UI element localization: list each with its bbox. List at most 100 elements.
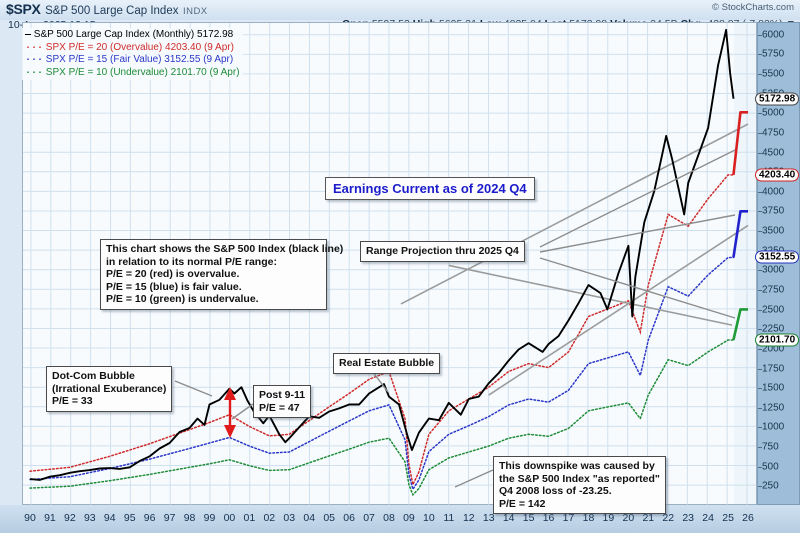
series-legend: — S&P 500 Large Cap Index (Monthly) 5172… bbox=[22, 28, 243, 81]
price-tick-label: 500 bbox=[762, 461, 779, 473]
price-tick-label: 5000 bbox=[762, 107, 785, 119]
legend-item-spx: — S&P 500 Large Cap Index (Monthly) 5172… bbox=[25, 29, 240, 42]
annotation-dotcom-bubble: Dot-Com Bubble (Irrational Exuberance) P… bbox=[46, 366, 173, 412]
price-flag-2: 3152.55 bbox=[755, 250, 800, 264]
price-tick bbox=[758, 407, 762, 409]
annotation-earnings-current: Earnings Current as of 2024 Q4 bbox=[325, 177, 535, 200]
legend-marker-pe10: ··· bbox=[25, 67, 44, 79]
date-tick-label: 20 bbox=[622, 512, 635, 524]
price-tick bbox=[758, 54, 762, 56]
date-tick-label: 93 bbox=[83, 512, 96, 524]
date-tick-label: 95 bbox=[123, 512, 136, 524]
price-tick-label: 1250 bbox=[762, 402, 785, 414]
price-flag-1: 4203.40 bbox=[755, 168, 800, 182]
symbol-block: $SPX S&P 500 Large Cap Index INDX bbox=[6, 1, 208, 19]
date-tick-label: 13 bbox=[482, 512, 495, 524]
date-tick-label: 07 bbox=[363, 512, 375, 524]
price-tick-label: 4750 bbox=[762, 127, 785, 139]
price-flag-0: 5172.98 bbox=[755, 92, 800, 106]
price-tick bbox=[758, 447, 762, 449]
symbol-ticker[interactable]: $SPX bbox=[6, 1, 41, 17]
date-tick-label: 12 bbox=[462, 512, 475, 524]
date-tick-label: 16 bbox=[542, 512, 555, 524]
annotation-range-projection: Range Projection thru 2025 Q4 bbox=[360, 241, 525, 262]
legend-item-pe20: ··· SPX P/E = 20 (Overvalue) 4203.40 (9 … bbox=[25, 42, 240, 55]
date-tick-label: 99 bbox=[203, 512, 216, 524]
price-tick-label: 3500 bbox=[762, 225, 785, 237]
legend-label-pe15: SPX P/E = 15 (Fair Value) 3152.55 (9 Apr… bbox=[45, 54, 234, 66]
price-tick bbox=[758, 113, 762, 115]
symbol-name: S&P 500 Large Cap Index bbox=[45, 5, 179, 17]
date-tick-label: 11 bbox=[443, 512, 455, 524]
price-tick-label: 2750 bbox=[762, 284, 785, 296]
price-tick bbox=[758, 231, 762, 233]
date-tick-label: 10 bbox=[423, 512, 435, 524]
price-tick bbox=[758, 466, 762, 468]
price-tick bbox=[758, 388, 762, 390]
price-tick-label: 3250 bbox=[762, 245, 784, 256]
price-tick bbox=[758, 290, 762, 292]
price-tick-label: 6000 bbox=[762, 29, 785, 41]
date-tick-label: 22 bbox=[662, 512, 675, 524]
date-tick-label: 06 bbox=[343, 512, 355, 524]
date-tick-label: 23 bbox=[682, 512, 695, 524]
date-tick-label: 18 bbox=[582, 512, 595, 524]
price-tick bbox=[758, 309, 762, 311]
legend-label-pe10: SPX P/E = 10 (Undervalue) 2101.70 (9 Apr… bbox=[45, 66, 240, 78]
date-tick-label: 05 bbox=[323, 512, 335, 524]
date-tick-label: 91 bbox=[44, 512, 56, 524]
date-tick-label: 04 bbox=[303, 512, 316, 524]
price-flag-3: 2101.70 bbox=[755, 333, 800, 347]
price-tick-label: 4000 bbox=[762, 186, 785, 198]
date-tick-label: 17 bbox=[562, 512, 575, 524]
price-tick-label: 5500 bbox=[762, 68, 785, 80]
annotation-post-911: Post 9-11 P/E = 47 bbox=[253, 385, 312, 419]
price-tick bbox=[758, 191, 762, 193]
price-tick bbox=[758, 74, 762, 76]
legend-label-spx: S&P 500 Large Cap Index (Monthly) 5172.9… bbox=[33, 29, 234, 40]
price-tick-label: 4500 bbox=[762, 147, 785, 159]
price-tick-label: 1500 bbox=[762, 382, 785, 394]
legend-marker-spx: — bbox=[25, 30, 32, 41]
price-tick-label: 2500 bbox=[762, 304, 785, 316]
price-tick-label: 250 bbox=[762, 480, 779, 492]
price-tick-label: 2250 bbox=[762, 323, 785, 335]
price-tick-label: 750 bbox=[762, 441, 779, 453]
date-tick-label: 00 bbox=[223, 512, 236, 524]
price-tick bbox=[758, 329, 762, 331]
date-tick-label: 09 bbox=[403, 512, 415, 524]
chart-header: $SPX S&P 500 Large Cap Index INDX © Stoc… bbox=[0, 0, 800, 20]
price-tick-label: 3000 bbox=[762, 264, 785, 276]
date-tick-label: 01 bbox=[243, 512, 256, 524]
date-tick-label: 96 bbox=[143, 512, 156, 524]
price-tick bbox=[758, 211, 762, 213]
date-tick-label: 92 bbox=[64, 512, 76, 524]
date-tick-label: 90 bbox=[24, 512, 36, 524]
legend-item-pe15: ··· SPX P/E = 15 (Fair Value) 3152.55 (9… bbox=[25, 54, 240, 67]
date-tick-label: 19 bbox=[602, 512, 615, 524]
price-tick-label: 5750 bbox=[762, 48, 785, 60]
legend-marker-pe20: ··· bbox=[25, 42, 44, 54]
date-tick-label: 03 bbox=[283, 512, 296, 524]
date-tick-label: 15 bbox=[522, 512, 535, 524]
price-tick bbox=[758, 486, 762, 488]
date-tick-label: 94 bbox=[103, 512, 116, 524]
stockcharts-credit: © StockCharts.com bbox=[712, 2, 794, 13]
date-tick-label: 02 bbox=[263, 512, 276, 524]
price-tick bbox=[758, 34, 762, 36]
date-tick-label: 08 bbox=[383, 512, 395, 524]
date-axis: 90 91 92 93 94 95 96 97 98 99 00 01 02 03 04 05 06 07 08 09… bbox=[0, 505, 800, 533]
price-tick bbox=[758, 132, 762, 134]
legend-marker-pe15: ··· bbox=[25, 55, 44, 67]
price-tick-label: 1000 bbox=[762, 421, 785, 433]
annotation-chart-explanation: This chart shows the S&P 500 Index (blac… bbox=[100, 239, 343, 310]
date-tick-label: 24 bbox=[702, 512, 714, 524]
date-tick-label: 98 bbox=[183, 512, 196, 524]
price-tick-label: 1750 bbox=[762, 363, 785, 375]
price-tick-label: 2000 bbox=[762, 343, 785, 355]
symbol-exchange: INDX bbox=[182, 6, 208, 17]
price-tick-label: 3750 bbox=[762, 205, 785, 217]
annotation-downspike: This downspike was caused by the S&P 500… bbox=[493, 456, 666, 515]
date-tick-label: 21 bbox=[642, 512, 655, 524]
